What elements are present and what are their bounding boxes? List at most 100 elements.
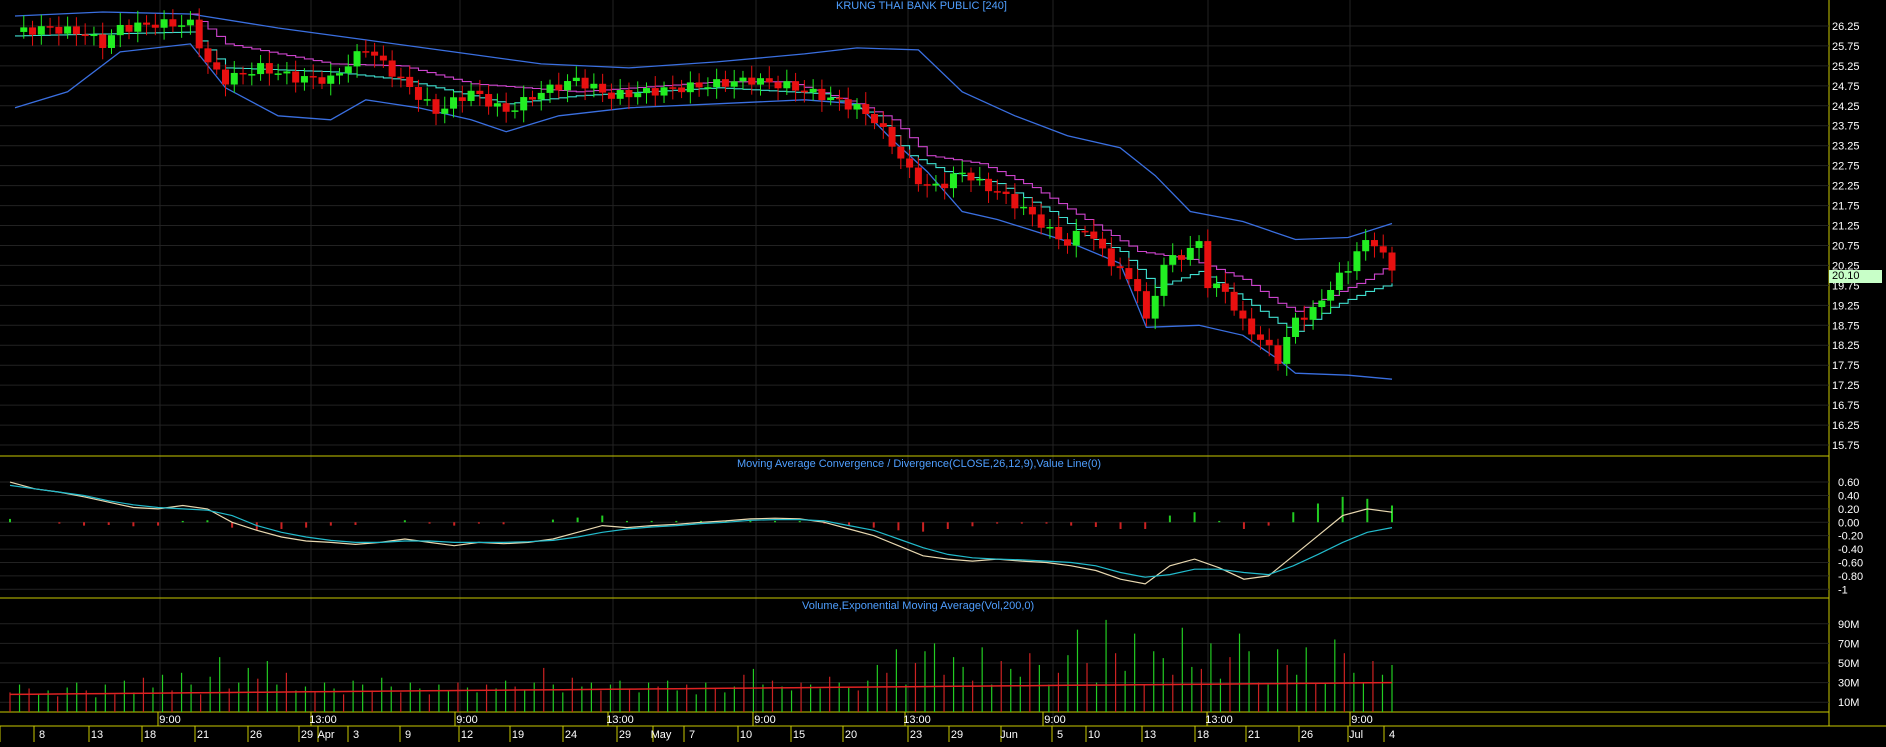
- price-tick-label: 17.25: [1832, 380, 1860, 392]
- candle: [493, 93, 501, 117]
- candle-body: [1353, 251, 1361, 272]
- candle-body: [678, 87, 686, 93]
- candle-body: [730, 81, 738, 87]
- date-label: 15: [793, 729, 805, 741]
- volume-ema-line: [9, 681, 1393, 696]
- date-label: 26: [1301, 729, 1313, 741]
- date-label: 13: [91, 729, 103, 741]
- macd-tick-label: -0.60: [1838, 557, 1863, 569]
- candle-body: [1335, 272, 1343, 290]
- candle-body: [949, 173, 957, 189]
- candle: [1370, 232, 1378, 258]
- candle-body: [116, 24, 124, 36]
- candle-body: [230, 72, 238, 85]
- bollinger-upper-band: [14, 11, 1393, 241]
- candle-body: [248, 74, 256, 76]
- candle-body: [1318, 300, 1326, 308]
- candle-body: [941, 183, 949, 189]
- candle: [642, 82, 650, 104]
- candle-body: [546, 84, 554, 93]
- date-label: 19: [512, 729, 524, 741]
- candle: [213, 50, 221, 75]
- candle: [1142, 282, 1150, 327]
- candle: [423, 87, 431, 106]
- price-tick-label: 26.25: [1832, 21, 1860, 33]
- candle-body: [818, 88, 826, 101]
- date-label: 18: [144, 729, 156, 741]
- macd-tick-label: 0.40: [1838, 490, 1859, 502]
- candle: [450, 91, 458, 118]
- candle: [1160, 257, 1168, 307]
- candle-body: [511, 110, 519, 112]
- date-label: 3: [353, 729, 359, 741]
- date-label: 8: [39, 729, 45, 741]
- session-label: 13:00: [1205, 714, 1233, 726]
- price-tick-label: 19.25: [1832, 300, 1860, 312]
- date-label: 29: [951, 729, 963, 741]
- candle-body: [660, 87, 668, 96]
- candle: [362, 39, 370, 58]
- candle: [309, 64, 317, 90]
- candle: [432, 93, 440, 126]
- candle-body: [520, 97, 528, 111]
- candle: [669, 75, 677, 100]
- price-tick-label: 17.75: [1832, 360, 1860, 372]
- candle-body: [467, 90, 475, 101]
- candle: [99, 22, 107, 60]
- date-label: May: [651, 729, 672, 741]
- candle-body: [1151, 295, 1159, 319]
- macd-tick-label: 0.60: [1838, 477, 1859, 489]
- candle: [292, 60, 300, 93]
- candle: [1318, 289, 1326, 316]
- candle-body: [195, 19, 203, 49]
- volume-tick-label: 30M: [1838, 678, 1859, 690]
- candle: [195, 8, 203, 58]
- candle-body: [1300, 317, 1308, 320]
- candle-body: [371, 51, 379, 56]
- candle-body: [721, 79, 729, 87]
- candle-body: [1178, 255, 1186, 260]
- session-label: 9:00: [159, 714, 180, 726]
- date-label: Jul: [1349, 729, 1363, 741]
- candle-body: [64, 26, 72, 34]
- candle-body: [1239, 310, 1247, 319]
- candle: [888, 119, 896, 155]
- candle-body: [835, 97, 843, 100]
- candle: [20, 15, 28, 39]
- candle: [853, 98, 861, 119]
- candle-body: [669, 87, 677, 89]
- candle: [476, 79, 484, 106]
- candle: [774, 75, 782, 101]
- date-label: 24: [565, 729, 577, 741]
- candle-body: [1116, 266, 1124, 269]
- price-tick-label: 24.25: [1832, 101, 1860, 113]
- candle: [949, 166, 957, 198]
- candle-body: [1037, 214, 1045, 228]
- candle: [1230, 282, 1238, 316]
- candle-body: [1362, 240, 1370, 252]
- candle-body: [695, 82, 703, 88]
- candle-body: [257, 63, 265, 75]
- date-label: 9: [405, 729, 411, 741]
- candle-body: [344, 66, 352, 74]
- candle: [353, 44, 361, 78]
- candle-body: [599, 83, 607, 93]
- candle-body: [1055, 227, 1063, 240]
- candle: [1309, 300, 1317, 330]
- macd-line: [9, 481, 1393, 585]
- candle-body: [1274, 345, 1282, 364]
- candle-body: [476, 90, 484, 95]
- candle: [1037, 203, 1045, 235]
- candle: [29, 20, 37, 46]
- session-label: 13:00: [606, 714, 634, 726]
- price-tick-label: 18.25: [1832, 340, 1860, 352]
- session-label: 9:00: [754, 714, 775, 726]
- candle: [932, 175, 940, 192]
- candle-body: [748, 77, 756, 85]
- candle-body: [1309, 307, 1317, 320]
- candle-body: [29, 27, 37, 35]
- candle-body: [1195, 241, 1203, 248]
- candle-body: [336, 73, 344, 76]
- candle-body: [1256, 334, 1264, 340]
